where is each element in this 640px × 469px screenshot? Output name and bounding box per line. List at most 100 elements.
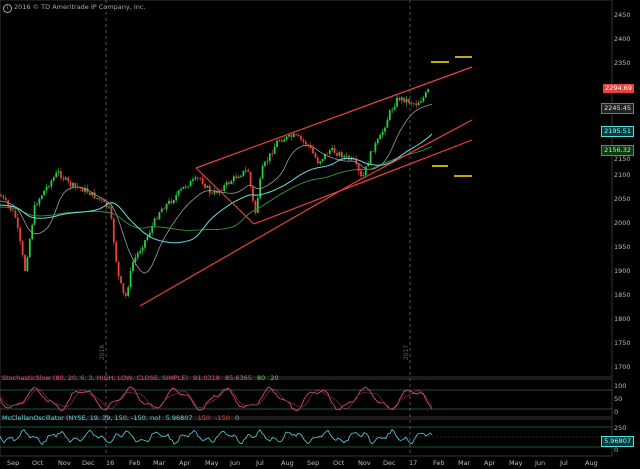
time-axis-label: Apr <box>484 459 496 467</box>
channel-upper-line[interactable] <box>195 66 473 169</box>
candle-body <box>165 203 168 210</box>
channel-lower-line-1[interactable] <box>139 183 353 307</box>
candle-body <box>62 178 65 180</box>
stochastic-value-4: 20 <box>270 374 279 382</box>
price-axis-label: 1800 <box>614 315 631 323</box>
candle-body <box>321 158 324 162</box>
copyright-text: 2016 © TD Ameritrade IP Company, Inc. <box>14 3 146 11</box>
candle-body <box>362 175 365 177</box>
candle-body <box>386 119 389 128</box>
candle-body <box>2 196 5 198</box>
candle-body <box>316 157 319 164</box>
stochastic-line <box>0 386 433 412</box>
ma3-price-tag: 2156.32 <box>601 145 634 156</box>
time-axis-label: Feb <box>129 459 141 467</box>
mcclellan-value-3: -150 <box>215 414 230 422</box>
candle-body <box>225 182 228 186</box>
price-axis-label: 1900 <box>614 267 631 275</box>
candle-body <box>340 152 343 158</box>
candle-body <box>388 110 391 120</box>
candle-body <box>348 155 350 160</box>
price-axis-label: 2000 <box>614 219 631 227</box>
time-axis-label: Aug <box>585 459 598 467</box>
candle-body <box>88 192 91 196</box>
candle-body <box>213 191 216 194</box>
candle-body <box>112 218 115 243</box>
candle-body <box>288 134 290 137</box>
candle-body <box>129 271 132 288</box>
mcclellan-study-label[interactable]: McClellanOscillator (NYSE, 19, 39, 150, … <box>2 414 239 422</box>
stochastic-study-label[interactable]: StochasticSlow (80, 20, 6, 3, HIGH, LOW,… <box>2 374 279 382</box>
candle-body <box>192 179 194 182</box>
candle-body <box>172 200 175 203</box>
mcclellan-axis-label: 0 <box>614 446 619 454</box>
candle-body <box>156 218 158 220</box>
candle-body <box>276 140 278 147</box>
info-icon[interactable]: i <box>3 4 12 13</box>
stochastic-value-3: 80 <box>257 374 266 382</box>
candle-body <box>324 153 326 159</box>
candle-body <box>124 293 127 296</box>
candle-body <box>120 276 122 284</box>
channel-lower-line-2[interactable] <box>253 139 473 225</box>
candle-body <box>331 148 334 151</box>
candle-body <box>79 187 82 189</box>
candle-body <box>96 197 98 199</box>
mcclellan-value-2: 150 <box>197 414 211 422</box>
candle-body <box>424 92 427 98</box>
ma2-price-tag: 2195.51 <box>601 126 634 137</box>
time-axis-label: Dec <box>82 459 95 467</box>
candle-body <box>338 152 341 156</box>
stoch-pane <box>0 378 613 418</box>
candle-body <box>194 177 197 180</box>
candle-body <box>196 177 199 179</box>
time-axis-label: May <box>509 459 523 467</box>
candle-body <box>235 176 238 179</box>
candle-body <box>230 181 233 184</box>
time-axis-label: Sep <box>7 459 20 467</box>
candle-body <box>328 150 331 154</box>
time-axis-label: 17 <box>409 459 418 467</box>
time-axis-label: Dec <box>383 459 396 467</box>
candle-body <box>189 181 192 187</box>
candle-body <box>266 160 269 162</box>
candle-body <box>297 134 300 137</box>
candle-body <box>24 254 26 272</box>
candle-body <box>141 247 144 251</box>
stoch-axis-label: 50 <box>614 395 623 403</box>
mcclellan-pane <box>0 418 613 457</box>
candle-body <box>278 140 281 142</box>
time-axis-label: Mar <box>458 459 471 467</box>
candle-body <box>343 155 346 158</box>
channel-lower-line-3[interactable] <box>351 119 473 185</box>
candle-body <box>408 99 410 103</box>
candle-body <box>16 217 19 228</box>
candle-body <box>177 190 180 196</box>
price-axis-label: 1750 <box>614 339 631 347</box>
candle-body <box>285 136 288 140</box>
time-axis-label: Jul <box>560 459 568 467</box>
mcclellan-value-1: 5.96807 <box>165 414 193 422</box>
channel-connector-left[interactable] <box>195 167 255 225</box>
time-axis-label: Feb <box>433 459 445 467</box>
candle-body <box>271 153 274 155</box>
candle-body <box>244 170 247 171</box>
candle-body <box>40 195 43 199</box>
candle-body <box>81 188 84 192</box>
candle-body <box>187 186 190 188</box>
mcclellan-value-tag: 5.96807 <box>601 436 634 447</box>
time-axis-label: Apr <box>179 459 191 467</box>
candle-body <box>108 206 110 208</box>
price-axis-label: 1850 <box>614 291 631 299</box>
candle-body <box>60 171 62 179</box>
candle-body <box>280 140 283 142</box>
candle-body <box>400 97 403 101</box>
mcclellan-value-4: 0 <box>234 414 240 422</box>
candle-body <box>228 182 230 184</box>
candle-body <box>43 190 46 196</box>
candle-body <box>146 236 149 241</box>
candle-body <box>122 283 125 294</box>
candle-body <box>292 133 295 138</box>
candle-body <box>199 178 202 179</box>
